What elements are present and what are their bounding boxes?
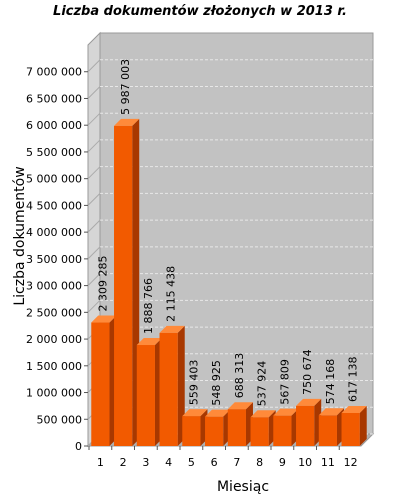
x-tick-label: 3 bbox=[142, 456, 149, 469]
y-tick-label: 5 500 000 bbox=[26, 146, 82, 159]
x-tick-label: 4 bbox=[165, 456, 172, 469]
x-tick-label: 12 bbox=[344, 456, 358, 469]
bar-11 bbox=[318, 408, 344, 446]
bar-top bbox=[296, 398, 322, 406]
y-tick-label: 7 000 000 bbox=[26, 66, 82, 79]
bar-front bbox=[91, 322, 110, 446]
y-tick-label: 1 000 000 bbox=[26, 387, 82, 400]
bar-5 bbox=[182, 409, 208, 446]
data-label: 537 924 bbox=[256, 361, 269, 407]
bar-top bbox=[159, 325, 185, 333]
bar-10 bbox=[296, 398, 322, 446]
data-labels: 2 309 285 5 987 003 1 888 766 2 115 438 559 … bbox=[96, 59, 359, 406]
bar-front bbox=[136, 345, 155, 446]
data-label: 2 115 438 bbox=[165, 266, 178, 322]
gridline-side bbox=[87, 86, 101, 99]
bar-top bbox=[250, 410, 276, 418]
data-label: 574 168 bbox=[324, 359, 337, 405]
gridline-side bbox=[87, 112, 101, 126]
y-axis-ticks: 0 500 000 1 000 000 1 500 000 2 000 000 2 500… bbox=[26, 66, 88, 453]
data-label: 567 809 bbox=[278, 359, 291, 405]
y-tick-label: 2 000 000 bbox=[26, 333, 82, 346]
bar-front bbox=[205, 416, 224, 446]
data-label: 5 987 003 bbox=[119, 59, 132, 115]
bar-front bbox=[341, 413, 360, 446]
x-tick-label: 9 bbox=[279, 456, 286, 469]
bar-top bbox=[114, 118, 140, 126]
x-tick-label: 10 bbox=[298, 456, 312, 469]
bar-top bbox=[318, 408, 344, 416]
bar-8 bbox=[250, 410, 276, 446]
gridline-side bbox=[87, 246, 101, 260]
data-label: 1 888 766 bbox=[142, 278, 155, 334]
gridline-side bbox=[87, 166, 101, 180]
gridline-side bbox=[87, 299, 101, 313]
bar-6 bbox=[205, 409, 231, 446]
bar-front bbox=[114, 125, 133, 447]
bar-12 bbox=[341, 406, 367, 446]
x-tick-label: 11 bbox=[321, 456, 335, 469]
y-tick-label: 4 500 000 bbox=[26, 199, 82, 212]
y-tick-label: 500 000 bbox=[37, 413, 83, 426]
bar-front bbox=[273, 415, 292, 446]
bar-7 bbox=[227, 402, 253, 446]
bar-top bbox=[273, 408, 299, 416]
data-label: 2 309 285 bbox=[96, 256, 109, 312]
gridline-side bbox=[87, 219, 101, 233]
bar-front bbox=[318, 415, 337, 446]
bar-front bbox=[182, 416, 201, 446]
bar-9 bbox=[273, 408, 299, 446]
data-label: 559 403 bbox=[187, 360, 200, 406]
x-axis-ticks: 1 2 3 4 5 6 7 8 9 10 11 12 bbox=[88, 446, 358, 469]
y-tick-label: 3 500 000 bbox=[26, 253, 82, 266]
gridline-side bbox=[87, 193, 101, 206]
bar-1 bbox=[91, 315, 117, 446]
bar-4 bbox=[159, 325, 185, 446]
x-tick-label: 5 bbox=[188, 456, 195, 469]
x-tick-label: 8 bbox=[256, 456, 263, 469]
bar-top bbox=[182, 409, 208, 417]
y-tick-label: 5 000 000 bbox=[26, 173, 82, 186]
y-tick-label: 1 500 000 bbox=[26, 360, 82, 373]
gridline-side bbox=[87, 139, 101, 153]
bar-front bbox=[296, 405, 315, 446]
data-label: 617 138 bbox=[347, 357, 360, 403]
bar-front bbox=[227, 409, 246, 446]
gridline-side bbox=[87, 273, 101, 286]
y-tick-label: 6 500 000 bbox=[26, 92, 82, 105]
x-tick-label: 1 bbox=[97, 456, 104, 469]
bar-3 bbox=[136, 338, 162, 446]
bar-top bbox=[205, 409, 231, 417]
bar-front bbox=[159, 332, 178, 446]
x-tick-label: 2 bbox=[120, 456, 127, 469]
gridline-side bbox=[87, 59, 101, 73]
chart-title: Liczba dokumentów złożonych w 2013 r. bbox=[53, 4, 347, 19]
y-tick-label: 0 bbox=[75, 440, 82, 453]
y-axis-label: Liczba dokumentów bbox=[12, 166, 28, 305]
bar-top bbox=[136, 338, 162, 346]
bar-front bbox=[250, 417, 269, 446]
bar-2 bbox=[114, 118, 140, 447]
x-axis-label: Miesiąc bbox=[217, 479, 269, 495]
y-tick-label: 6 000 000 bbox=[26, 119, 82, 132]
bars bbox=[91, 118, 367, 447]
y-tick-label: 4 000 000 bbox=[26, 226, 82, 239]
data-label: 750 674 bbox=[301, 349, 314, 395]
y-tick-label: 2 500 000 bbox=[26, 306, 82, 319]
bar-top bbox=[91, 315, 117, 323]
y-tick-label: 3 000 000 bbox=[26, 280, 82, 293]
bar-top bbox=[227, 402, 253, 410]
data-label: 548 925 bbox=[210, 360, 223, 406]
x-tick-label: 7 bbox=[233, 456, 240, 469]
bar-top bbox=[341, 406, 367, 414]
x-tick-label: 6 bbox=[211, 456, 218, 469]
bar-side bbox=[359, 406, 367, 446]
data-label: 688 313 bbox=[233, 353, 246, 399]
